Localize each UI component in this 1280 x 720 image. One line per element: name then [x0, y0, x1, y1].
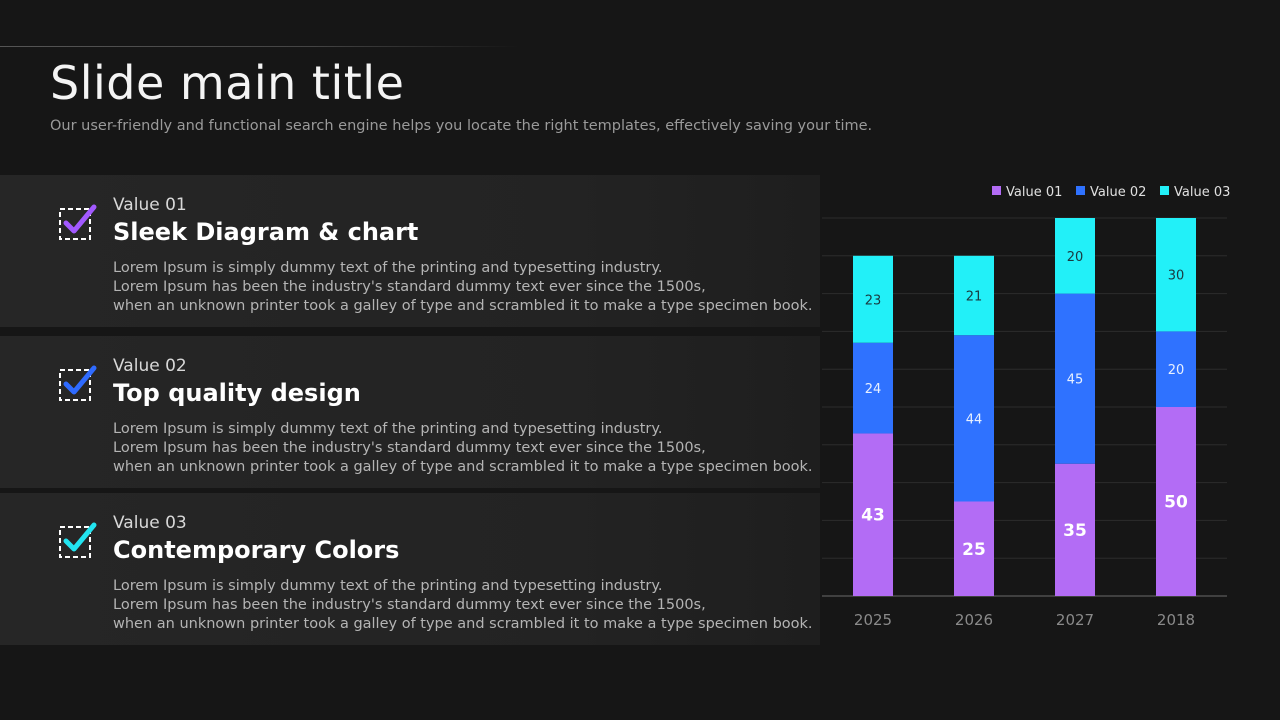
description-line: Lorem Ipsum is simply dummy text of the …	[113, 260, 663, 276]
value-panel-3: Value 03 Contemporary Colors Lorem Ipsum…	[0, 493, 820, 645]
x-tick-label: 2018	[1157, 611, 1195, 629]
description-line: Lorem Ipsum is simply dummy text of the …	[113, 578, 663, 594]
value-label: Value 01	[113, 195, 187, 215]
slide-subtitle: Our user-friendly and functional search …	[50, 118, 873, 134]
data-label: 43	[861, 506, 885, 526]
legend-swatch	[992, 186, 1001, 195]
description-line: Lorem Ipsum has been the industry's stan…	[113, 440, 706, 456]
legend-label: Value 01	[1006, 185, 1062, 200]
value-panel-1: Value 01 Sleek Diagram & chart Lorem Ips…	[0, 175, 820, 327]
description-line: Lorem Ipsum is simply dummy text of the …	[113, 421, 663, 437]
bar-segment	[954, 255, 994, 336]
data-label: 21	[966, 289, 983, 304]
bar-segment	[853, 342, 893, 434]
checkbox-check-icon	[59, 522, 97, 558]
legend-swatch	[1076, 186, 1085, 195]
description-line: when an unknown printer took a galley of…	[113, 298, 813, 314]
bar-segment	[954, 501, 994, 596]
checkbox-check-icon	[59, 204, 97, 240]
bar-segment	[1055, 293, 1095, 464]
x-tick-label: 2025	[854, 611, 892, 629]
legend-label: Value 02	[1090, 185, 1146, 200]
data-label: 45	[1067, 373, 1084, 388]
data-label: 50	[1164, 493, 1188, 513]
bar-segment	[1055, 218, 1095, 294]
value-label: Value 03	[113, 513, 187, 533]
description-line: Lorem Ipsum has been the industry's stan…	[113, 597, 706, 613]
item-heading: Contemporary Colors	[113, 536, 400, 564]
data-label: 35	[1063, 521, 1087, 541]
legend-swatch	[1160, 186, 1169, 195]
value-label: Value 02	[113, 356, 187, 376]
legend-label: Value 03	[1174, 185, 1230, 200]
description-line: when an unknown printer took a galley of…	[113, 459, 813, 475]
checkbox-check-icon	[59, 365, 97, 401]
item-description: Lorem Ipsum is simply dummy text of the …	[113, 259, 813, 316]
value-panel-2: Value 02 Top quality design Lorem Ipsum …	[0, 336, 820, 488]
item-description: Lorem Ipsum is simply dummy text of the …	[113, 577, 813, 634]
bar-segment	[1156, 331, 1196, 407]
data-label: 23	[865, 293, 882, 308]
bar-segment	[1156, 218, 1196, 332]
data-label: 44	[966, 412, 983, 427]
item-heading: Top quality design	[113, 379, 361, 407]
x-tick-label: 2027	[1056, 611, 1094, 629]
data-label: 20	[1168, 363, 1185, 378]
bar-segment	[1156, 407, 1196, 596]
bar-segment	[1055, 463, 1095, 596]
data-label: 24	[865, 382, 882, 397]
bar-segment	[853, 255, 893, 343]
bar-segment	[853, 433, 893, 596]
description-line: when an unknown printer took a galley of…	[113, 616, 813, 632]
data-label: 30	[1168, 269, 1185, 284]
x-tick-label: 2026	[955, 611, 993, 629]
data-label: 25	[962, 540, 986, 560]
bar-segment	[954, 335, 994, 502]
data-label: 20	[1067, 250, 1084, 265]
item-description: Lorem Ipsum is simply dummy text of the …	[113, 420, 813, 477]
item-heading: Sleek Diagram & chart	[113, 218, 419, 246]
top-divider	[0, 46, 520, 47]
description-line: Lorem Ipsum has been the industry's stan…	[113, 279, 706, 295]
slide-title: Slide main title	[50, 56, 405, 110]
